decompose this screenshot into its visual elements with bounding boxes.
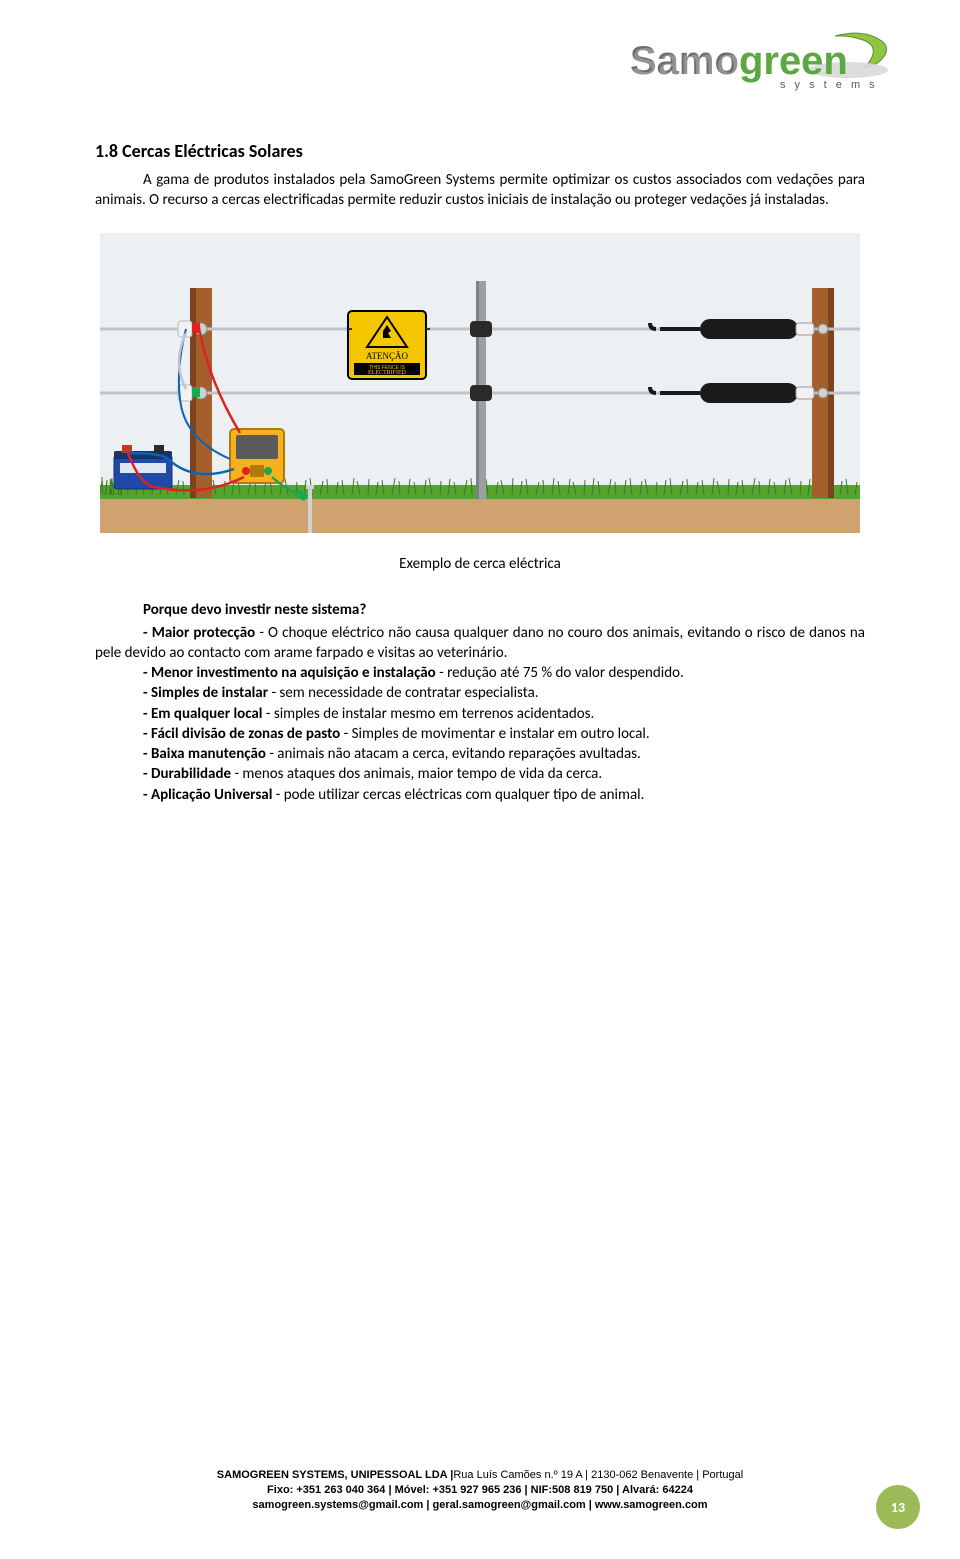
energizer — [230, 429, 284, 483]
svg-text:ATENÇÃO: ATENÇÃO — [366, 351, 408, 361]
battery — [114, 445, 172, 489]
bullet-item: - Baixa manutenção - animais não atacam … — [95, 744, 865, 764]
bullet-item: - Em qualquer local - simples de instala… — [95, 704, 865, 724]
subheading: Porque devo investir neste sistema? — [95, 601, 865, 619]
bullet-item: - Durabilidade - menos ataques dos anima… — [95, 764, 865, 784]
logo-green: green — [739, 39, 848, 83]
bullet-item: - Maior protecção - O choque eléctrico n… — [95, 623, 865, 664]
document-body: 1.8 Cercas Eléctricas Solares A gama de … — [95, 140, 865, 805]
logo: Samogreen s y s t e m s Samo — [630, 30, 890, 107]
fence-illustration: ATENÇÃO THIS FENCE IS ELECTRIFIED — [100, 233, 860, 533]
svg-text:ELECTRIFIED: ELECTRIFIED — [368, 370, 407, 376]
section-title: 1.8 Cercas Eléctricas Solares — [95, 140, 865, 162]
warning-sign: ATENÇÃO THIS FENCE IS ELECTRIFIED — [348, 311, 426, 379]
bullet-item: - Aplicação Universal - pode utilizar ce… — [95, 785, 865, 805]
footer-line-3: samogreen.systems@gmail.com | geral.samo… — [0, 1498, 960, 1513]
bullet-item: - Fácil divisão de zonas de pasto - Simp… — [95, 724, 865, 744]
intro-paragraph: A gama de produtos instalados pela SamoG… — [95, 170, 865, 211]
page-number: 13 — [891, 1499, 905, 1516]
svg-text:Samo: Samo — [632, 41, 741, 85]
bullet-item: - Simples de instalar - sem necessidade … — [95, 683, 865, 703]
bullet-item: - Menor investimento na aquisição e inst… — [95, 663, 865, 683]
footer-line-1: SAMOGREEN SYSTEMS, UNIPESSOAL LDA |Rua L… — [0, 1468, 960, 1483]
footer-line-2: Fixo: +351 263 040 364 | Móvel: +351 927… — [0, 1483, 960, 1498]
logo-sub: s y s t e m s — [780, 79, 878, 91]
bullet-list: - Maior protecção - O choque eléctrico n… — [95, 623, 865, 805]
footer: SAMOGREEN SYSTEMS, UNIPESSOAL LDA |Rua L… — [0, 1468, 960, 1513]
page-number-badge: 13 — [876, 1485, 920, 1529]
figure-caption: Exemplo de cerca eléctrica — [95, 555, 865, 573]
